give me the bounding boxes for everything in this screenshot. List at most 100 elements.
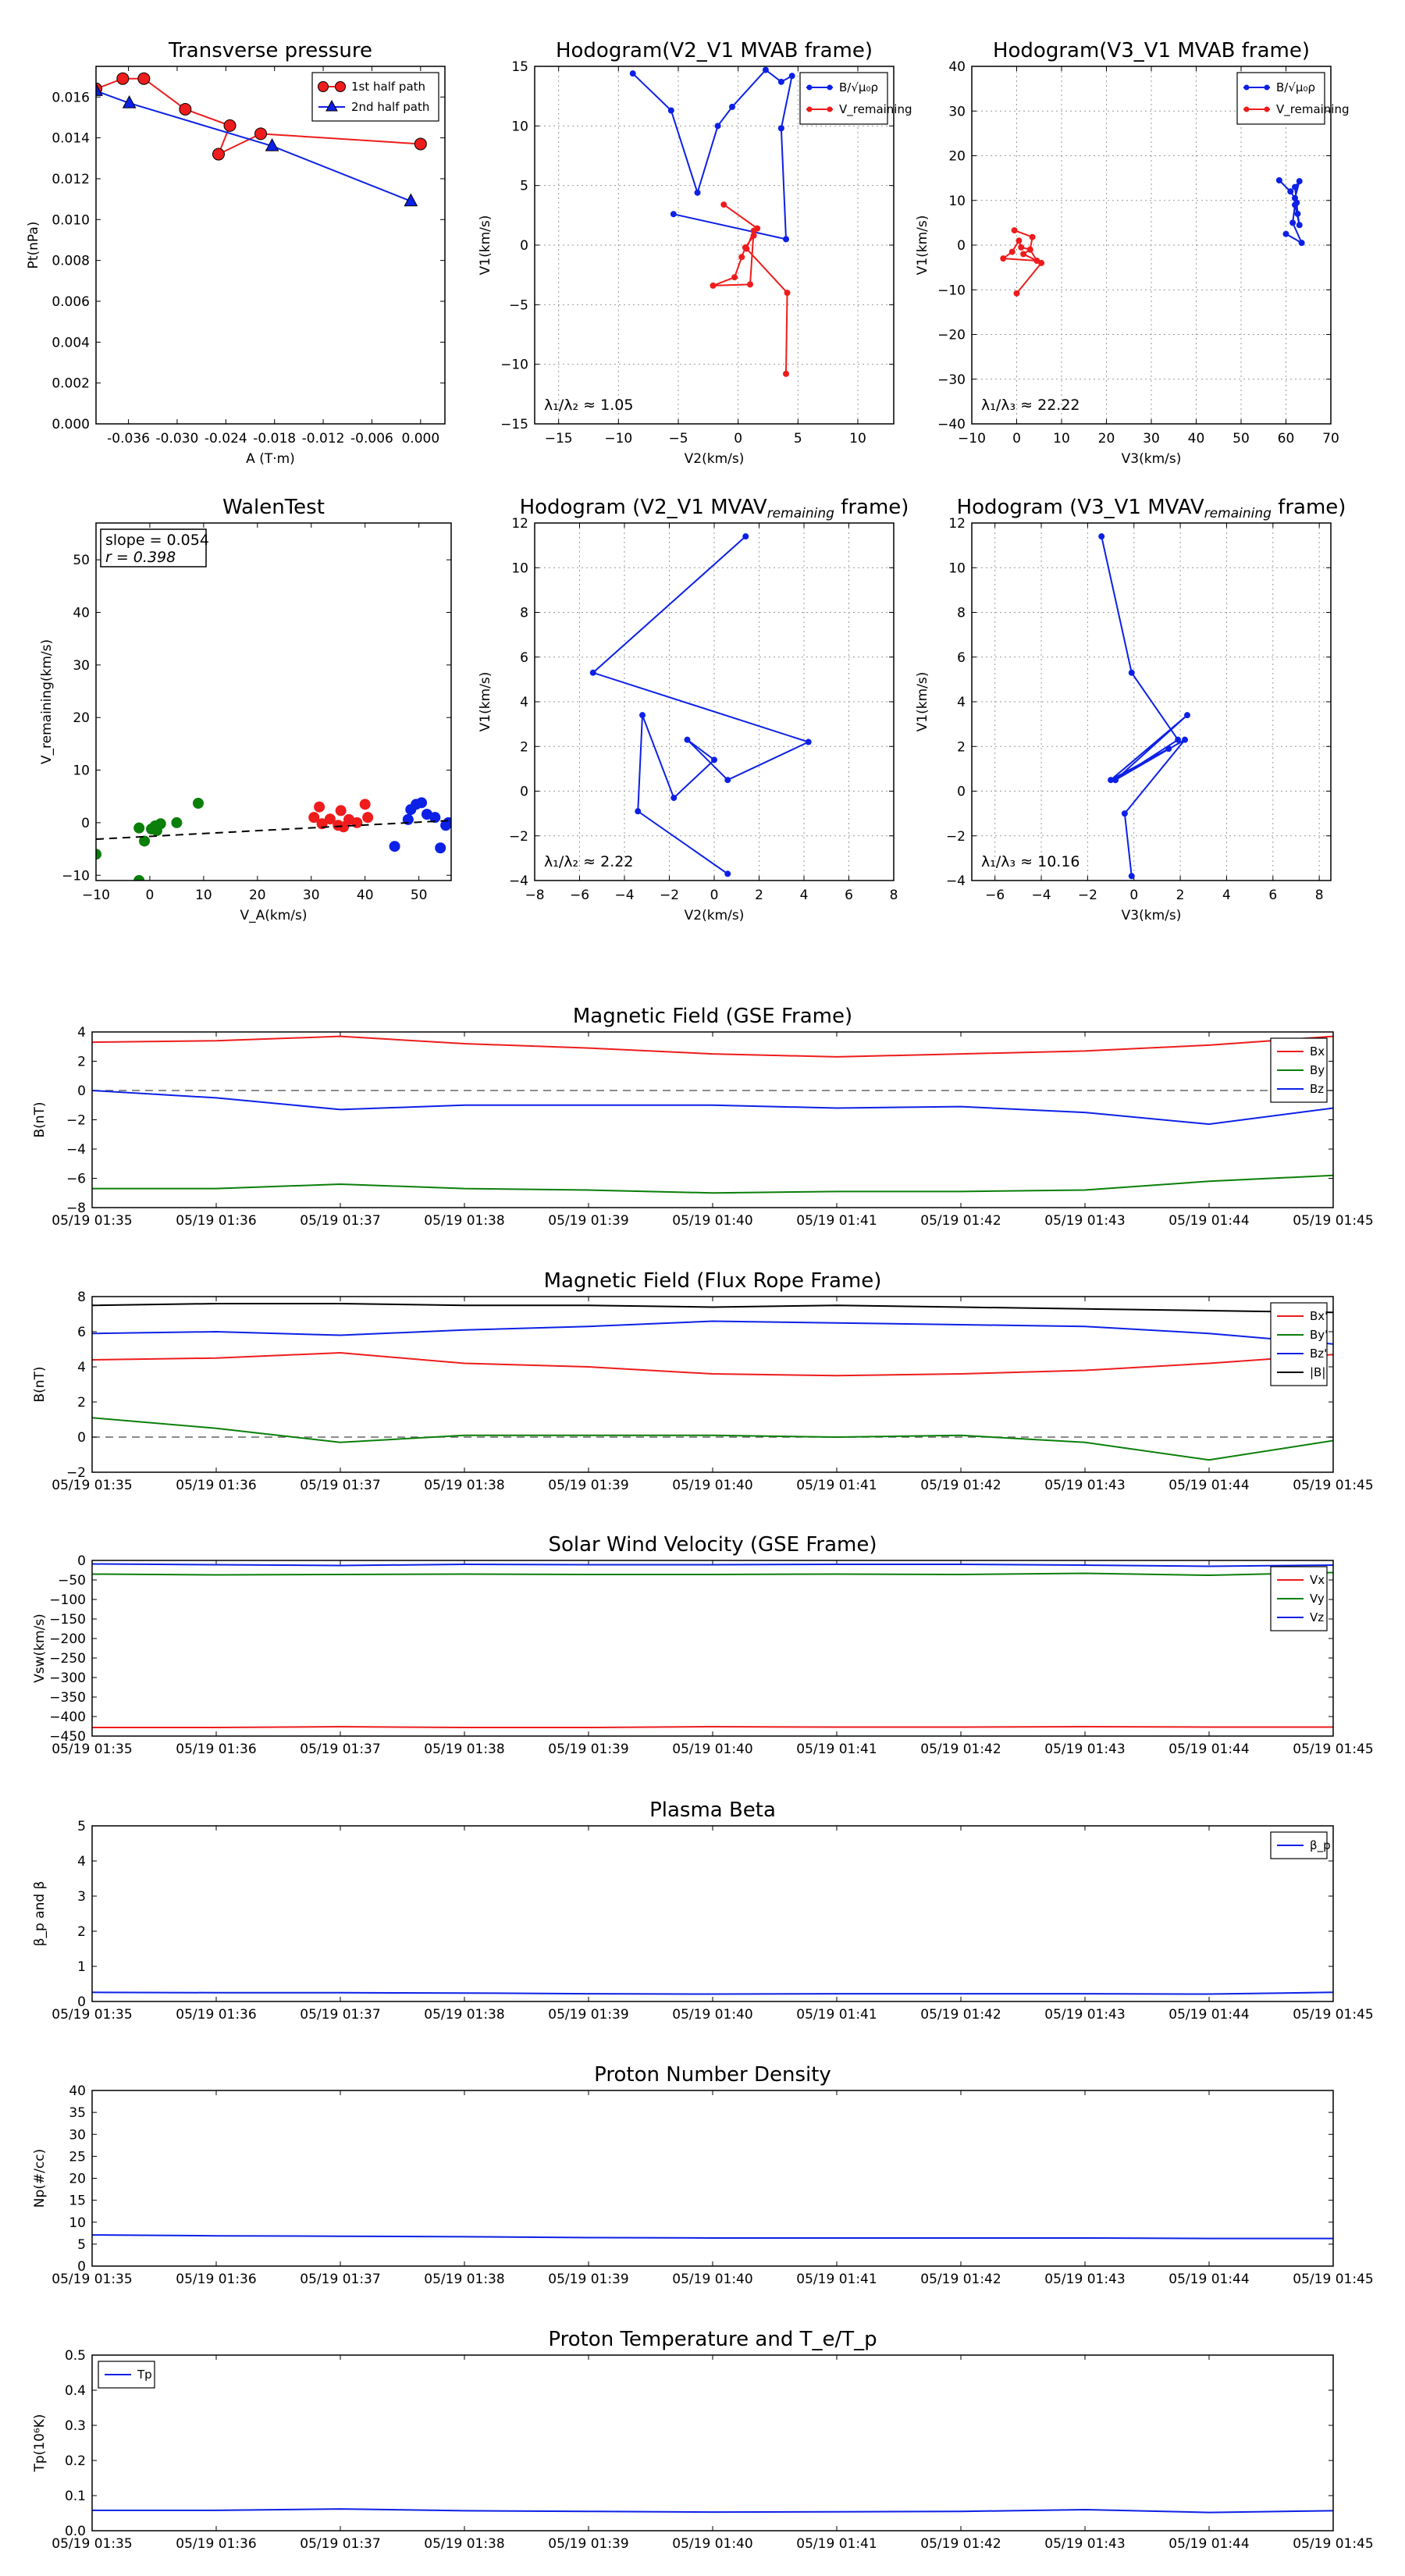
plot-frame: [91, 1031, 1334, 1208]
data-point: [1296, 222, 1303, 229]
data-point: [133, 875, 145, 881]
x-tick-label: 30: [1143, 431, 1160, 447]
y-tick-label: 6: [957, 650, 966, 666]
data-point: [1294, 210, 1301, 217]
legend-label: Tp: [137, 2368, 152, 2382]
y-tick-label: 3: [77, 1889, 86, 1905]
data-point: [635, 808, 642, 815]
y-tick-label: 0: [957, 238, 966, 254]
series-line-Bz: [92, 1090, 1333, 1126]
x-tick-label: 05/19 01:40: [672, 1213, 752, 1229]
y-tick-label: 0.3: [65, 2418, 86, 2434]
legend-label: By: [1310, 1063, 1325, 1077]
x-axis-label: V2(km/s): [685, 451, 745, 467]
data-point: [714, 123, 721, 130]
x-tick-label: 10: [849, 431, 866, 447]
x-tick-label: 0: [146, 888, 155, 903]
data-point: [96, 849, 101, 860]
y-tick-label: 8: [520, 606, 528, 621]
panel-bfr: Magnetic Field (Flux Rope Frame) B(nT) 05/…: [32, 1269, 1374, 1493]
legend-box: [311, 72, 439, 122]
legend-label: V_remaining: [1276, 102, 1350, 117]
y-tick-label: 50: [73, 553, 90, 568]
series-group: [96, 72, 427, 207]
x-tick-label: −5: [668, 431, 688, 447]
y-tick-label: 0: [957, 785, 966, 800]
x-tick-label: 05/19 01:36: [176, 1213, 256, 1229]
chart-title: Magnetic Field (GSE Frame): [573, 1005, 852, 1028]
x-tick-label: 05/19 01:42: [920, 2536, 1001, 2552]
data-point: [783, 236, 789, 243]
y-tick-label: 0.002: [52, 376, 90, 392]
x-tick-label: 0: [710, 888, 719, 903]
data-point: [139, 835, 151, 847]
data-point: [1128, 873, 1135, 880]
legend-label: Vz: [1310, 1610, 1324, 1624]
data-point: [1029, 233, 1036, 240]
x-tick-label: 2: [1176, 888, 1185, 903]
data-point: [1018, 244, 1025, 251]
data-point: [711, 756, 717, 763]
y-tick-label: 5: [77, 2237, 86, 2253]
x-tick-label: 40: [1188, 431, 1205, 447]
series-line-B: [632, 69, 794, 240]
data-point: [223, 119, 237, 132]
x-tick-label: 05/19 01:36: [176, 2007, 256, 2023]
series-line-Bx: [92, 1035, 1333, 1058]
y-tick-label: −300: [49, 1670, 86, 1686]
y-axis-label: β_p and β: [32, 1881, 48, 1947]
legend-label: Bx: [1310, 1044, 1325, 1059]
x-tick-label: 6: [1268, 888, 1277, 903]
y-tick-label: 20: [69, 2172, 86, 2187]
data-point: [1289, 219, 1297, 226]
data-point: [783, 370, 789, 377]
y-tick-label: −50: [58, 1573, 86, 1589]
y-tick-label: 2: [77, 1055, 86, 1070]
chart-title: Proton Number Density: [594, 2063, 831, 2087]
x-tick-label: -0.030: [156, 431, 199, 447]
data-point: [762, 66, 769, 73]
data-point: [1292, 183, 1298, 190]
data-point: [750, 227, 757, 234]
plot-frame: [971, 522, 1332, 881]
series-line-s0: [1101, 535, 1188, 877]
y-tick-label: 4: [77, 1360, 86, 1375]
x-tick-label: 05/19 01:44: [1168, 1213, 1249, 1229]
y-tick-label: 0.0: [65, 2524, 86, 2539]
x-tick-label: 05/19 01:35: [52, 2536, 132, 2552]
y-tick-label: −10: [62, 868, 90, 884]
data-point: [720, 201, 727, 208]
x-tick-label: 8: [890, 888, 898, 903]
x-tick-label: 70: [1322, 431, 1339, 447]
data-point: [308, 812, 320, 824]
x-tick-label: 05/19 01:41: [796, 1213, 877, 1229]
data-point: [1165, 745, 1172, 753]
x-tick-label: 05/19 01:38: [424, 1742, 504, 1757]
data-point: [1038, 259, 1045, 266]
x-tick-label: 05/19 01:37: [300, 1213, 380, 1229]
x-tick-label: 05/19 01:45: [1293, 2007, 1373, 2023]
y-tick-label: 40: [73, 606, 90, 621]
x-tick-label: -0.018: [253, 431, 296, 447]
data-point: [316, 818, 328, 830]
data-point: [747, 281, 753, 288]
plot-frame: [534, 66, 895, 425]
x-tick-label: 05/19 01:44: [1168, 2536, 1249, 2552]
y-tick-label: 0.016: [52, 90, 90, 105]
x-tick-label: 05/19 01:38: [424, 1213, 504, 1229]
x-tick-label: 40: [357, 888, 374, 903]
x-tick-label: 60: [1278, 431, 1295, 447]
x-tick-label: 8: [1315, 888, 1324, 903]
legend-label: Bz: [1310, 1082, 1324, 1096]
x-tick-label: 05/19 01:39: [548, 2272, 628, 2287]
y-tick-label: 2: [520, 739, 528, 755]
x-tick-label: -0.006: [350, 431, 393, 447]
y-tick-label: 0: [81, 816, 90, 831]
x-tick-label: 05/19 01:43: [1044, 1742, 1125, 1757]
x-tick-label: 05/19 01:35: [52, 1213, 132, 1229]
y-tick-label: −2: [946, 829, 966, 845]
chart-title: Hodogram(V2_V1 MVAB frame): [556, 39, 873, 62]
x-tick-label: 05/19 01:37: [300, 1742, 380, 1757]
y-tick-label: −2: [66, 1465, 86, 1481]
x-tick-label: 05/19 01:35: [52, 1742, 132, 1757]
